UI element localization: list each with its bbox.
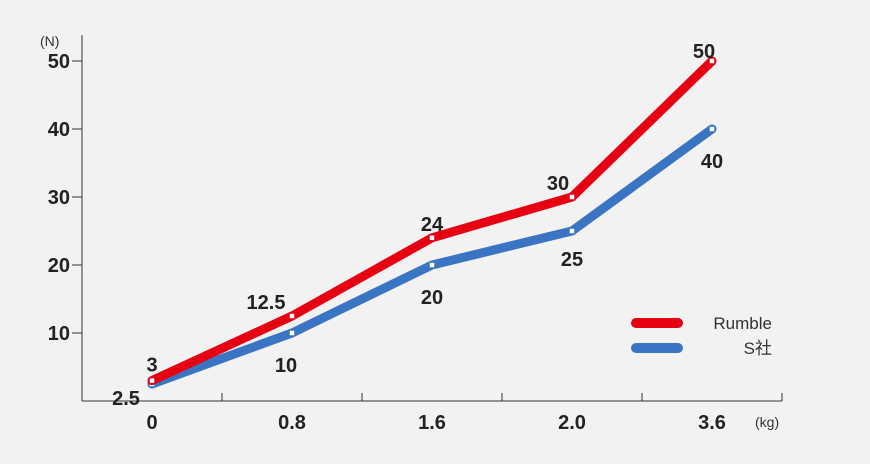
data-label: 10 — [275, 355, 297, 377]
axes: 10 20 30 40 50 (N) 0 0.8 1.6 2.0 3.6 (kg) — [40, 33, 783, 434]
x-tick-label: 0 — [146, 412, 157, 434]
data-point-marker — [428, 234, 436, 242]
y-tick-label: 10 — [48, 323, 70, 345]
data-label: 12.5 — [247, 292, 286, 314]
y-tick-label: 30 — [48, 187, 70, 209]
data-point-marker — [288, 329, 296, 337]
y-tick-label: 20 — [48, 255, 70, 277]
data-label: 25 — [561, 249, 583, 271]
data-point-marker — [428, 261, 436, 269]
data-point-marker — [568, 193, 576, 201]
series-layer — [147, 56, 717, 389]
y-tick-label: 50 — [48, 51, 70, 73]
x-tick-label: 1.6 — [418, 412, 446, 434]
data-point-marker — [568, 227, 576, 235]
y-tick-label: 40 — [48, 119, 70, 141]
data-labels: 3 12.5 24 30 50 2.5 10 20 25 40 — [112, 41, 723, 410]
legend-label: Rumble — [713, 314, 772, 333]
data-label: 3 — [146, 355, 157, 377]
data-point-marker — [708, 57, 716, 65]
data-label: 2.5 — [112, 388, 140, 410]
data-label: 50 — [693, 41, 715, 63]
data-label: 40 — [701, 151, 723, 173]
data-label: 30 — [547, 173, 569, 195]
x-tick-label: 3.6 — [698, 412, 726, 434]
data-point-marker — [708, 125, 716, 133]
x-tick-label: 2.0 — [558, 412, 586, 434]
data-point-marker — [288, 312, 296, 320]
y-unit-label: (N) — [40, 33, 59, 49]
legend: Rumble S社 — [631, 314, 772, 358]
data-label: 24 — [421, 214, 444, 236]
x-tick-label: 0.8 — [278, 412, 306, 434]
data-point-marker — [148, 376, 156, 385]
x-unit-label: (kg) — [755, 414, 779, 430]
data-label: 20 — [421, 287, 443, 309]
legend-label: S社 — [744, 339, 772, 358]
